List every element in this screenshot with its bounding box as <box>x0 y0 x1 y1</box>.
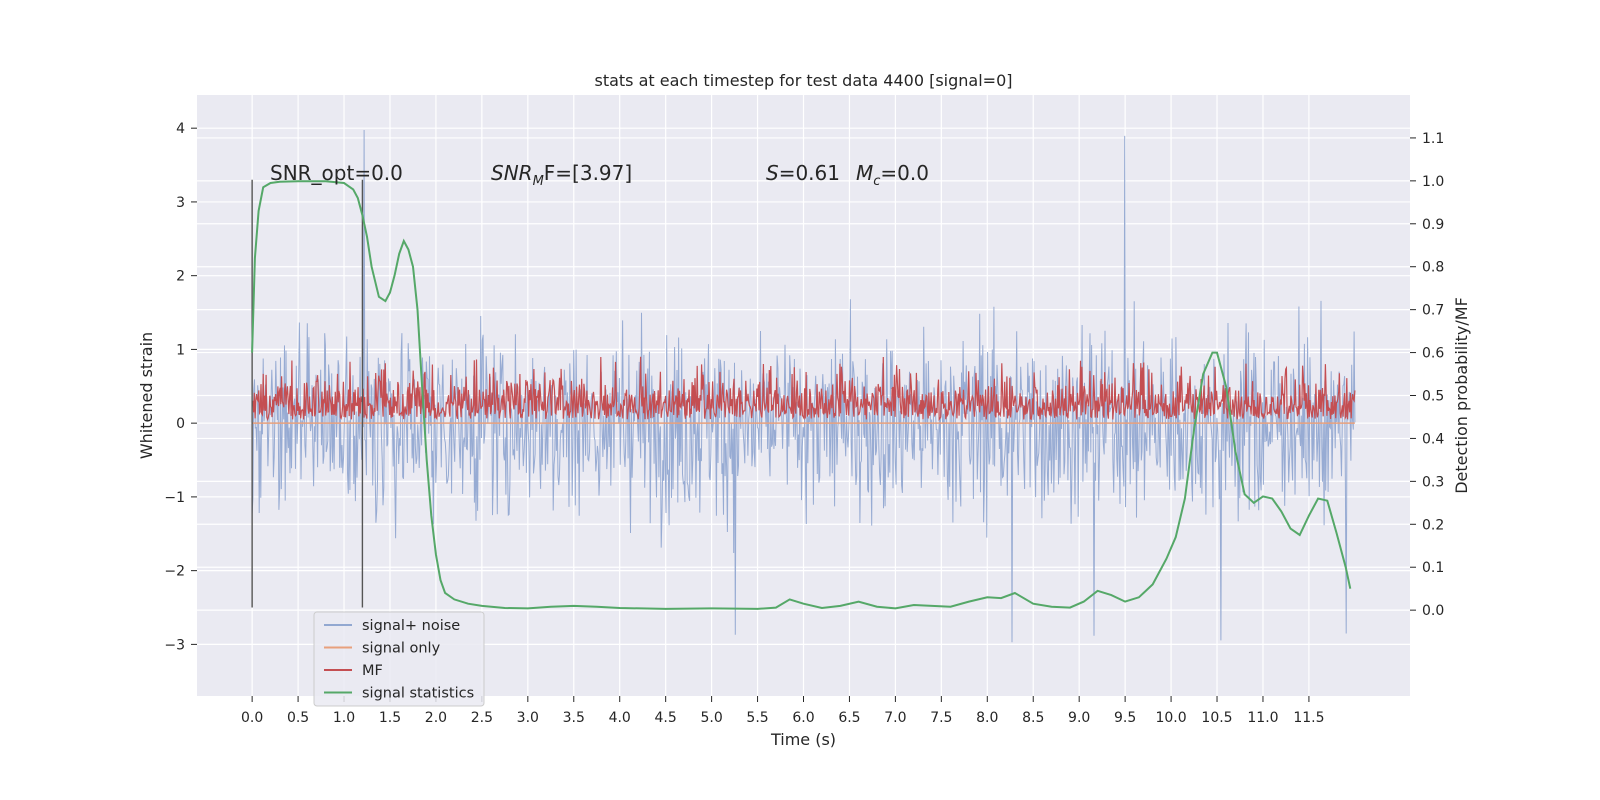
y2-tick-label: 0.8 <box>1422 260 1444 276</box>
x-tick-label: 11.0 <box>1247 710 1278 726</box>
x-tick-label: 6.5 <box>838 710 860 726</box>
annotation-snr-opt: SNR_opt=0.0 <box>270 161 403 185</box>
y-tick-label: −2 <box>164 564 185 580</box>
y-tick-label: 3 <box>176 195 185 211</box>
y-tick-label: 4 <box>176 121 185 137</box>
legend-label: signal only <box>362 641 441 657</box>
signal-statistics-line <box>251 180 1352 610</box>
x-tick-label: 8.5 <box>1022 710 1044 726</box>
series-signal-noise <box>251 129 1356 643</box>
legend-label: signal statistics <box>362 686 474 702</box>
grid <box>197 95 1410 696</box>
annotation-snr-mf: SNRMF=[3.97] <box>491 161 632 189</box>
y2-tick-label: 1.1 <box>1422 131 1444 147</box>
x-tick-label: 7.5 <box>930 710 952 726</box>
y-tick-label: 2 <box>176 269 185 285</box>
x-tick-label: 5.0 <box>700 710 722 726</box>
x-tick-label: 7.0 <box>884 710 906 726</box>
y2-tick-label: 0.1 <box>1422 560 1444 576</box>
x-tick-label: 2.5 <box>471 710 493 726</box>
y2-tick-label: 0.4 <box>1422 431 1444 447</box>
x-tick-label: 9.0 <box>1068 710 1090 726</box>
y2-tick-label: 0.0 <box>1422 603 1444 619</box>
x-tick-label: 1.0 <box>333 710 355 726</box>
x-tick-label: 0.0 <box>241 710 263 726</box>
legend-label: signal+ noise <box>362 618 460 634</box>
y-tick-label: 1 <box>176 342 185 358</box>
y-tick-label: −3 <box>164 637 185 653</box>
annotation-s: S=0.61 Mc=0.0 <box>766 161 929 189</box>
x-tick-label: 9.5 <box>1114 710 1136 726</box>
x-tick-label: 10.0 <box>1155 710 1186 726</box>
x-axis-label: Time (s) <box>770 730 836 749</box>
y-tick-label: −1 <box>164 490 185 506</box>
y2-tick-label: 0.7 <box>1422 303 1444 319</box>
legend-label: MF <box>362 663 383 679</box>
x-tick-label: 8.0 <box>976 710 998 726</box>
y-tick-label: 0 <box>176 416 185 432</box>
x-tick-label: 1.5 <box>379 710 401 726</box>
series-signal-statistics <box>251 180 1352 610</box>
x-tick-label: 2.0 <box>425 710 447 726</box>
x-tick-label: 6.0 <box>792 710 814 726</box>
chart-title: stats at each timestep for test data 440… <box>594 71 1012 90</box>
x-tick-label: 11.5 <box>1293 710 1324 726</box>
x-tick-label: 3.5 <box>563 710 585 726</box>
x-tick-label: 3.0 <box>517 710 539 726</box>
mf-line <box>251 356 1356 422</box>
y2-tick-label: 0.2 <box>1422 517 1444 533</box>
y2-tick-label: 0.3 <box>1422 474 1444 490</box>
x-tick-label: 4.0 <box>609 710 631 726</box>
y2-tick-label: 0.5 <box>1422 389 1444 405</box>
series-mf <box>251 356 1356 422</box>
y2-axis-label: Detection probability/MF <box>1452 297 1471 494</box>
y2-tick-label: 0.6 <box>1422 346 1444 362</box>
axis-ticks: 0.0 0.5 1.0 1.5 2.0 2.5 3.0 3.5 4.0 4.5 5.0 5.5 6.0 6… <box>164 121 1444 726</box>
x-tick-label: 4.5 <box>655 710 677 726</box>
x-tick-label: 10.5 <box>1201 710 1232 726</box>
y-axis-label: Whitened strain <box>137 332 156 459</box>
y2-tick-label: 0.9 <box>1422 217 1444 233</box>
y2-tick-label: 1.0 <box>1422 174 1444 190</box>
vertical-markers <box>251 179 364 608</box>
legend-box <box>313 611 485 707</box>
signal-noise-line <box>251 129 1356 643</box>
legend: signal+ noise signal only MF signal statist… <box>313 611 485 707</box>
x-tick-label: 0.5 <box>287 710 309 726</box>
x-tick-label: 5.5 <box>746 710 768 726</box>
